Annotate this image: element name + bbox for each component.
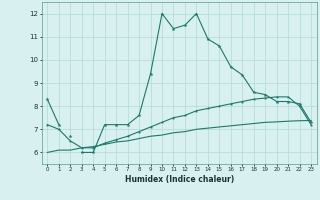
X-axis label: Humidex (Indice chaleur): Humidex (Indice chaleur) (124, 175, 234, 184)
